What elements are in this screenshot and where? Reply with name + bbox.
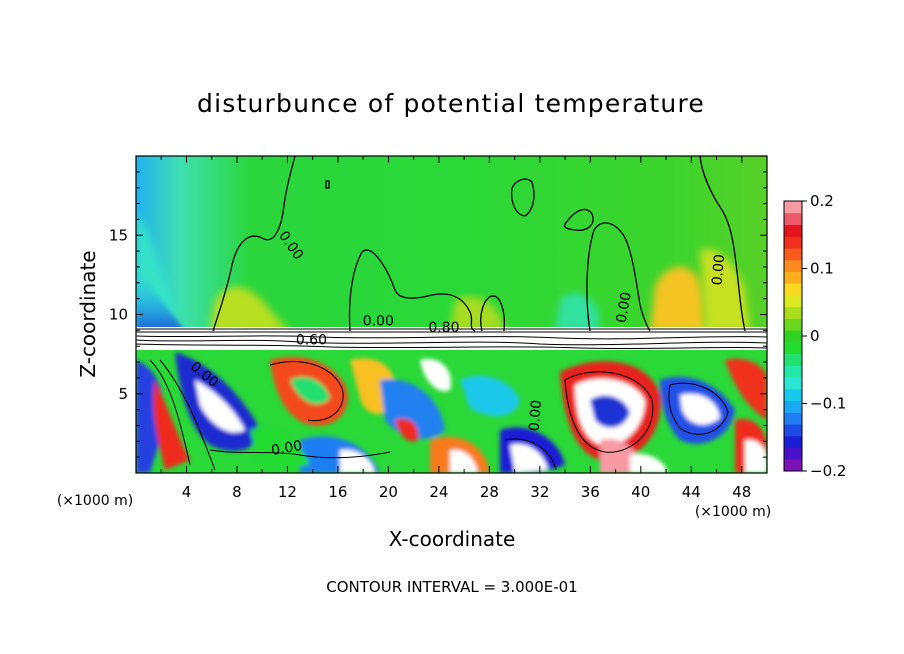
contour-label: 0.00	[270, 438, 303, 459]
colorbar-swatch	[784, 353, 802, 366]
x-unit-label: (×1000 m)	[695, 504, 771, 520]
colorbar-tick-label: −0.1	[810, 395, 846, 413]
contour-label: 0.00	[614, 291, 635, 324]
colorbar-swatch	[784, 330, 802, 343]
contour-label: 0.00	[527, 399, 546, 431]
turbulent-eddies	[136, 352, 767, 473]
colorbar-swatch	[784, 459, 802, 472]
y-axis-label: Z-coordinate	[76, 250, 100, 377]
x-axis-ticks: 4 8 12 16 20 24 28 32 36 40 44 48	[160, 156, 751, 501]
colorbar-swatch	[784, 388, 802, 402]
y-tick-label: 15	[109, 226, 128, 244]
tropopause-contours	[136, 328, 767, 350]
colorbar-swatch	[784, 306, 802, 319]
x-tick-label: 36	[581, 483, 600, 501]
colorbar-swatch	[784, 424, 802, 437]
chart-title: disturbunce of potential temperature	[197, 89, 705, 118]
x-tick-label: 12	[278, 483, 297, 501]
colorbar-swatch	[784, 283, 802, 296]
colorbar-swatch	[784, 435, 802, 449]
x-tick-label: 40	[631, 483, 650, 501]
blue-region-left	[136, 270, 185, 331]
colorbar-swatch	[784, 236, 802, 249]
colorbar-swatch	[784, 341, 802, 355]
contour-label: 0.60	[296, 333, 327, 349]
colorbar-tick-label: 0.1	[810, 260, 834, 278]
colorbar-swatch	[784, 318, 802, 331]
colorbar-swatch	[784, 447, 802, 460]
x-tick-label: 16	[328, 483, 347, 501]
yellow-region-1	[210, 286, 290, 331]
colorbar-tick-label: −0.2	[810, 462, 846, 480]
y-tick-label: 5	[118, 385, 128, 403]
yellow-region-right	[700, 249, 750, 331]
yellow-region-2	[450, 296, 505, 331]
colorbar-swatch	[784, 271, 802, 284]
x-tick-label: 20	[379, 483, 398, 501]
x-tick-label: 48	[732, 483, 751, 501]
y-axis-ticks: 5 10 15	[109, 171, 767, 458]
colorbar-swatch	[784, 224, 802, 237]
contour-label: 0.80	[428, 320, 459, 336]
x-tick-label: 24	[429, 483, 448, 501]
colorbar-swatch	[784, 212, 802, 225]
y-tick-label: 10	[109, 306, 128, 324]
contour-label: 0.00	[710, 254, 729, 286]
colorbar-swatch	[784, 201, 802, 214]
colorbar-swatch	[784, 247, 802, 261]
colorbar-tick-label: 0.2	[810, 192, 834, 210]
colorbar: 0.2 0.1 0 −0.1 −0.2	[783, 192, 846, 480]
colorbar-swatch	[784, 365, 802, 378]
colorbar-swatch	[784, 259, 802, 272]
x-tick-label: 44	[682, 483, 701, 501]
x-tick-label: 8	[232, 483, 242, 501]
colorbar-swatch	[784, 412, 802, 425]
contour-label: 0.00	[363, 314, 394, 330]
colorbar-swatch	[784, 377, 802, 390]
x-tick-label: 28	[480, 483, 499, 501]
contour-interval-note: CONTOUR INTERVAL = 3.000E-01	[326, 578, 577, 596]
contour-lines	[212, 156, 746, 332]
colorbar-tick-label: 0	[810, 327, 820, 345]
x-tick-label: 32	[530, 483, 549, 501]
x-tick-label: 4	[182, 483, 192, 501]
colorbar-swatch	[784, 400, 802, 413]
x-axis-label: X-coordinate	[389, 527, 516, 551]
heatmap-field	[136, 156, 767, 473]
lower-contours	[149, 359, 729, 471]
z-unit-label: (×1000 m)	[57, 493, 133, 509]
orange-region-right	[650, 266, 708, 331]
colorbar-swatch	[784, 294, 802, 308]
